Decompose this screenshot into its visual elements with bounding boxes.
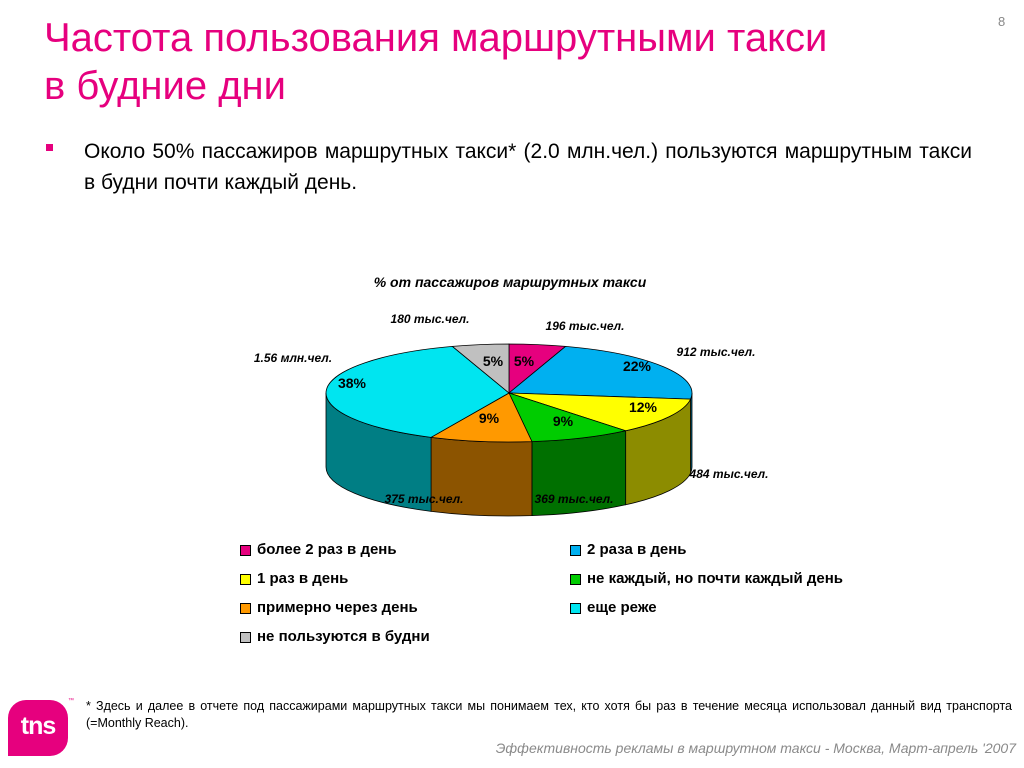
tns-logo: tns (8, 700, 68, 756)
pie-sides (325, 392, 693, 517)
legend-item-6: еще реже (570, 599, 657, 616)
pie-slice-6 (325, 345, 510, 438)
legend-label-7: не пользуются в будни (257, 628, 430, 645)
page-number: 8 (998, 14, 1006, 29)
pie-percent-label-6: 38% (338, 375, 367, 391)
legend-label-6: еще реже (587, 599, 657, 616)
legend-label-1: более 2 раз в день (257, 541, 397, 558)
legend-item-7: не пользуются в будни (240, 628, 430, 645)
pie-count-labels: 196 тыс.чел. 912 тыс.чел. 484 тыс.чел. 369 … (254, 312, 769, 506)
legend-item-4: не каждый, но почти каждый день (570, 570, 843, 587)
pie-percent-label-3: 12% (629, 399, 658, 415)
pie-tops (325, 343, 693, 443)
chart-title: % от пассажиров маршрутных такси (373, 274, 647, 290)
trademark-mark: ™ (68, 698, 74, 704)
legend-swatch-4 (570, 574, 581, 585)
bullet-marker-icon (46, 144, 53, 151)
pie-slice-2 (507, 345, 693, 400)
bullet-text: Около 50% пассажиров маршрутных такси* (… (84, 140, 972, 194)
pie-slice-4 (508, 392, 628, 443)
legend-swatch-3 (240, 574, 251, 585)
pie-count-label-6: 1.56 млн.чел. (254, 351, 332, 365)
pie-count-label-7: 180 тыс.чел. (391, 312, 470, 326)
pie-count-label-1: 196 тыс.чел. (546, 319, 625, 333)
slide-title: Частота пользования маршрутными такси в … (44, 14, 974, 110)
bullet-item: Около 50% пассажиров маршрутных такси* (… (46, 136, 972, 198)
pie-slice-7 (451, 343, 510, 394)
legend-label-4: не каждый, но почти каждый день (587, 570, 843, 587)
pie-count-label-2: 912 тыс.чел. (677, 345, 756, 359)
pie-count-label-3: 484 тыс.чел. (689, 467, 769, 481)
legend-label-2: 2 раза в день (587, 541, 687, 558)
pie-count-label-4: 369 тыс.чел. (535, 492, 614, 506)
pie-percent-label-1: 5% (514, 353, 535, 369)
legend-item-3: 1 раз в день (240, 570, 348, 587)
legend-item-1: более 2 раз в день (240, 541, 397, 558)
legend-swatch-5 (240, 603, 251, 614)
pie-percent-label-5: 9% (479, 410, 500, 426)
legend-item-5: примерно через день (240, 599, 418, 616)
footer-caption: Эффективность рекламы в маршрутном такси… (495, 740, 1016, 756)
footnote: * Здесь и далее в отчете под пассажирами… (86, 699, 1012, 730)
pie-percent-label-7: 5% (483, 353, 504, 369)
legend-item-2: 2 раза в день (570, 541, 687, 558)
legend-swatch-7 (240, 632, 251, 643)
legend-label-5: примерно через день (257, 599, 418, 616)
legend-swatch-2 (570, 545, 581, 556)
tns-logo-text: tns (20, 712, 57, 740)
pie-count-label-5: 375 тыс.чел. (385, 492, 464, 506)
pie-slice-3 (508, 392, 692, 432)
legend-swatch-6 (570, 603, 581, 614)
title-line-2: в будние дни (44, 64, 286, 108)
pie-percent-label-4: 9% (553, 413, 574, 429)
legend-label-3: 1 раз в день (257, 570, 349, 587)
legend-swatch-1 (240, 545, 251, 556)
pie-slice-5 (429, 392, 533, 443)
pie-percent-labels: 5% 22% 12% 9% 9% 38% 5% (338, 353, 658, 429)
title-line-1: Частота пользования маршрутными такси (44, 16, 828, 60)
pie-percent-label-2: 22% (623, 358, 652, 374)
